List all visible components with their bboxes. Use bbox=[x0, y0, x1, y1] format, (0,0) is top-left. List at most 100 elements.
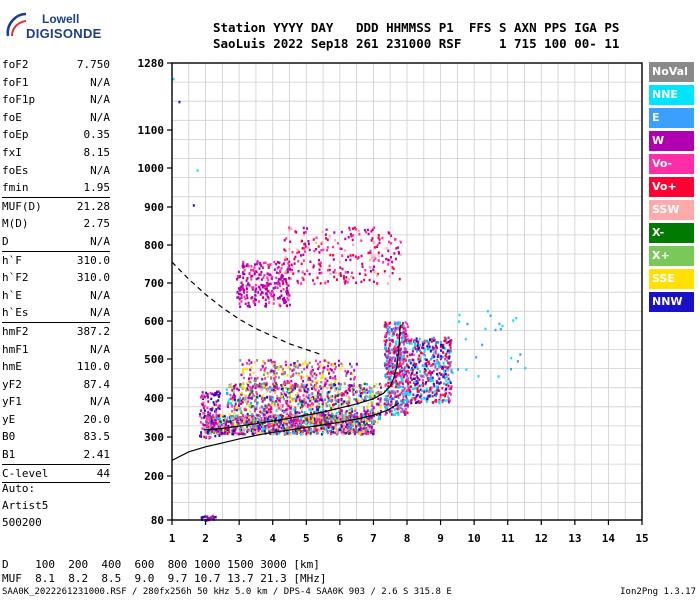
echo-point bbox=[340, 230, 343, 234]
echo-point bbox=[285, 363, 288, 367]
echo-point bbox=[424, 369, 427, 372]
echo-point bbox=[300, 417, 303, 420]
echo-point bbox=[394, 328, 397, 331]
echo-point bbox=[402, 324, 405, 328]
echo-point bbox=[296, 411, 299, 414]
echo-point bbox=[298, 363, 301, 367]
echo-point bbox=[367, 426, 369, 429]
echo-point bbox=[326, 391, 329, 395]
echo-point bbox=[407, 341, 409, 344]
echo-point bbox=[337, 382, 340, 385]
echo-point bbox=[336, 433, 338, 436]
echo-point bbox=[410, 398, 413, 402]
echo-point bbox=[310, 396, 313, 400]
echo-point bbox=[339, 266, 342, 269]
echo-point bbox=[379, 413, 382, 416]
echo-point bbox=[295, 371, 298, 375]
echo-point bbox=[367, 251, 370, 255]
echo-point bbox=[516, 360, 519, 363]
echo-point bbox=[266, 290, 269, 293]
echo-point bbox=[196, 169, 199, 172]
echo-point bbox=[313, 430, 315, 434]
echo-point bbox=[404, 358, 407, 361]
echo-point bbox=[365, 388, 368, 391]
echo-point bbox=[410, 338, 413, 341]
echo-point bbox=[241, 284, 244, 287]
echo-point bbox=[401, 379, 403, 382]
echo-point bbox=[268, 301, 271, 304]
param-row-d: D N/A bbox=[2, 233, 110, 251]
param-row-hes: h`Es N/A bbox=[2, 304, 110, 322]
echo-point bbox=[285, 300, 288, 303]
echo-point bbox=[394, 321, 397, 324]
echo-point bbox=[344, 420, 347, 424]
echo-point bbox=[334, 398, 337, 402]
echo-point bbox=[423, 389, 426, 392]
echo-point bbox=[370, 253, 373, 256]
echo-point bbox=[330, 407, 333, 410]
echo-point bbox=[235, 414, 238, 418]
echo-point bbox=[385, 411, 388, 414]
echo-point bbox=[446, 395, 449, 398]
echo-point bbox=[394, 375, 397, 378]
echo-point bbox=[369, 258, 372, 262]
echo-point bbox=[234, 426, 237, 430]
echo-point bbox=[336, 429, 339, 432]
echo-point bbox=[219, 417, 222, 421]
echo-point bbox=[344, 425, 347, 428]
echo-point bbox=[324, 233, 327, 236]
echo-point bbox=[216, 414, 219, 418]
echo-point bbox=[292, 415, 294, 418]
echo-point bbox=[396, 323, 399, 326]
echo-point bbox=[445, 351, 448, 354]
echo-point bbox=[290, 375, 293, 378]
echo-point bbox=[272, 302, 275, 305]
echo-point bbox=[317, 431, 320, 435]
echo-point bbox=[327, 421, 329, 424]
echo-point bbox=[283, 380, 286, 384]
echo-point bbox=[316, 362, 319, 366]
echo-point bbox=[402, 331, 405, 334]
echo-point bbox=[327, 280, 330, 283]
echo-point bbox=[339, 427, 342, 430]
echo-point bbox=[299, 400, 302, 404]
echo-point bbox=[368, 389, 371, 393]
param-value: 310.0 bbox=[76, 271, 110, 285]
echo-point bbox=[250, 429, 253, 432]
echo-point bbox=[218, 407, 221, 410]
echo-point bbox=[409, 361, 412, 365]
echo-point bbox=[301, 425, 304, 428]
echo-point bbox=[288, 421, 291, 424]
echo-point bbox=[300, 425, 302, 429]
echo-point bbox=[227, 400, 230, 403]
echo-point bbox=[259, 273, 262, 276]
echo-point bbox=[236, 296, 239, 299]
echo-point bbox=[285, 420, 288, 423]
echo-point bbox=[398, 393, 401, 397]
echo-point bbox=[208, 422, 211, 425]
echo-point bbox=[406, 334, 409, 338]
echo-point bbox=[426, 345, 429, 348]
echo-point bbox=[249, 373, 252, 376]
echo-point bbox=[247, 403, 250, 407]
echo-point bbox=[210, 431, 213, 435]
echo-point bbox=[350, 423, 352, 426]
echo-point bbox=[298, 398, 301, 402]
echo-point bbox=[393, 390, 396, 393]
echo-point bbox=[288, 267, 291, 270]
echo-point bbox=[332, 427, 335, 431]
chart-axes: 1 2 3 4 5 6 7 8 9 10 11 12 13 14 158020030040050060070… bbox=[138, 57, 649, 545]
echo-point bbox=[254, 407, 257, 411]
echo-point bbox=[239, 396, 241, 400]
echo-point bbox=[275, 423, 278, 427]
echo-point bbox=[398, 351, 401, 354]
echo-point bbox=[318, 429, 321, 432]
echo-point bbox=[337, 391, 340, 394]
echo-point bbox=[375, 392, 378, 395]
echo-point bbox=[284, 394, 287, 397]
echo-point bbox=[260, 417, 263, 420]
echo-point bbox=[337, 359, 340, 363]
echo-point bbox=[296, 422, 299, 426]
echo-point bbox=[395, 385, 397, 389]
